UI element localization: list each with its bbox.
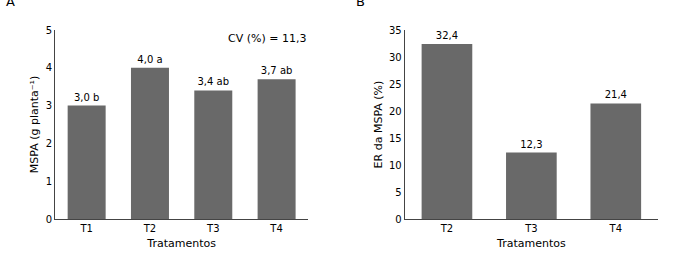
svg-text:3,0 b: 3,0 b — [74, 92, 99, 103]
svg-text:35: 35 — [389, 25, 402, 36]
svg-text:T4: T4 — [609, 223, 622, 234]
svg-text:ER da MSPA (%): ER da MSPA (%) — [372, 81, 385, 169]
svg-text:T2: T2 — [440, 223, 453, 234]
svg-text:B: B — [356, 0, 365, 9]
svg-text:MSPA (g planta⁻¹): MSPA (g planta⁻¹) — [28, 76, 41, 174]
svg-text:5: 5 — [395, 187, 401, 198]
svg-text:10: 10 — [389, 160, 402, 171]
svg-text:Tratamentos: Tratamentos — [496, 237, 566, 250]
svg-text:1: 1 — [46, 176, 52, 187]
svg-text:T1: T1 — [79, 223, 92, 234]
svg-text:A: A — [6, 0, 15, 9]
svg-text:0: 0 — [46, 214, 52, 225]
svg-text:5: 5 — [46, 25, 52, 36]
svg-text:3,7 ab: 3,7 ab — [261, 65, 293, 76]
svg-text:T3: T3 — [524, 223, 537, 234]
svg-text:T4: T4 — [269, 223, 282, 234]
svg-text:32,4: 32,4 — [436, 30, 458, 41]
svg-text:0: 0 — [395, 214, 401, 225]
svg-text:CV (%) = 11,3: CV (%) = 11,3 — [228, 32, 306, 45]
svg-text:4: 4 — [46, 62, 52, 73]
svg-text:20: 20 — [389, 106, 402, 117]
svg-text:T2: T2 — [143, 223, 156, 234]
svg-text:15: 15 — [389, 133, 402, 144]
svg-text:25: 25 — [389, 79, 402, 90]
svg-text:T3: T3 — [206, 223, 219, 234]
svg-text:3,4 ab: 3,4 ab — [198, 76, 230, 87]
svg-text:12,3: 12,3 — [520, 139, 542, 150]
svg-text:3: 3 — [46, 100, 52, 111]
svg-text:21,4: 21,4 — [605, 89, 627, 100]
svg-text:30: 30 — [389, 52, 402, 63]
svg-text:2: 2 — [46, 138, 52, 149]
svg-text:4,0 a: 4,0 a — [137, 54, 162, 65]
svg-text:Tratamentos: Tratamentos — [146, 237, 216, 250]
